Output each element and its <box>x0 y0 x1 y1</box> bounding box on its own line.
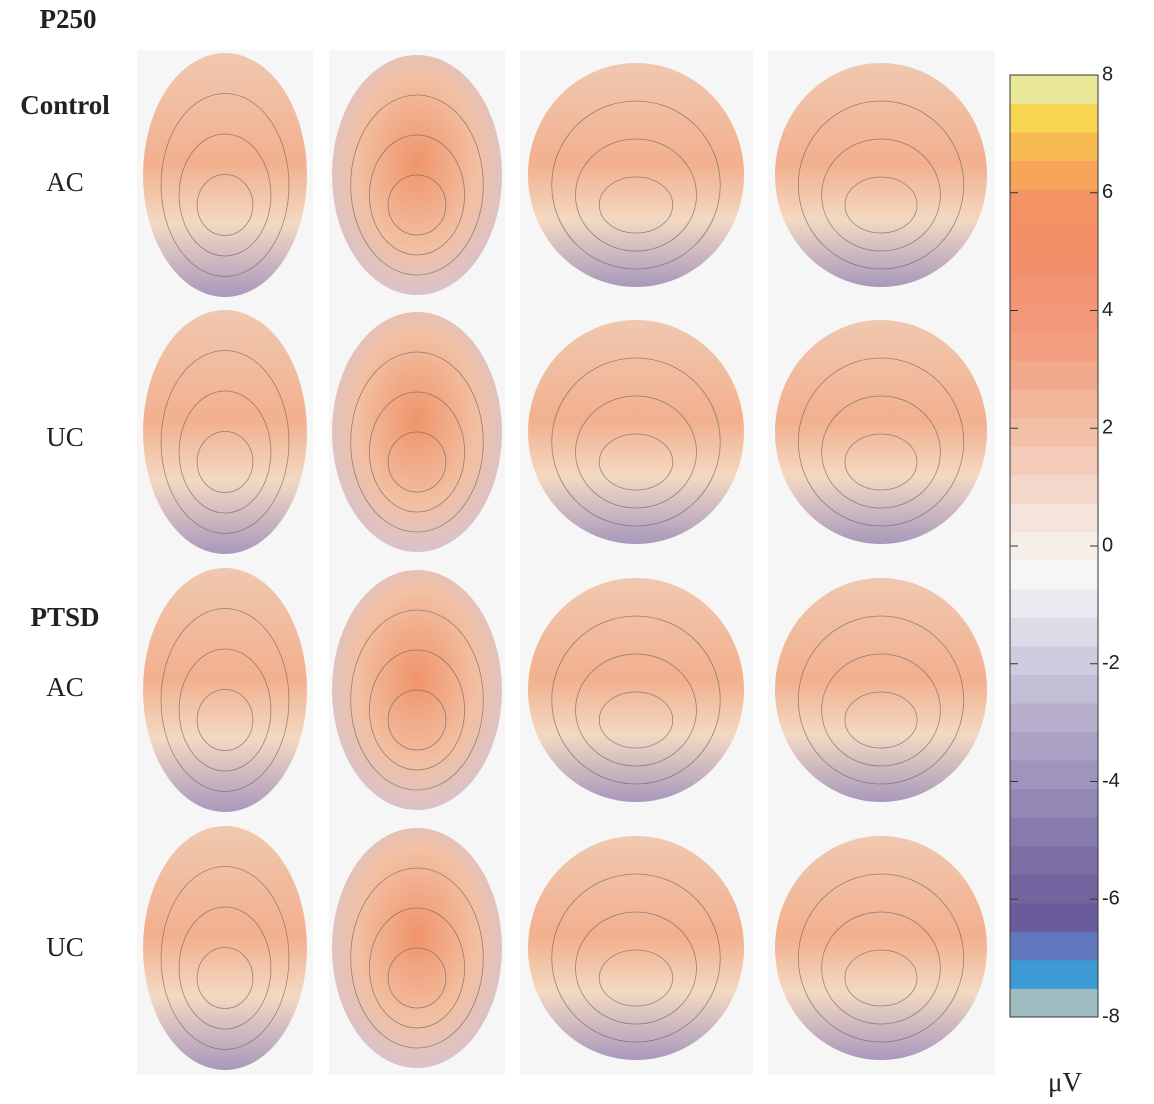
color-band <box>1010 75 1098 104</box>
color-band <box>1010 931 1098 960</box>
head-map <box>528 578 744 802</box>
condition-label: UC <box>46 932 84 962</box>
condition-label: AC <box>46 167 84 197</box>
tick-label: 4 <box>1102 299 1113 321</box>
color-band <box>1010 789 1098 818</box>
head-map <box>775 578 987 802</box>
color-band <box>1010 389 1098 418</box>
condition-label: AC <box>46 672 84 702</box>
color-band <box>1010 988 1098 1017</box>
color-band <box>1010 418 1098 447</box>
color-band <box>1010 874 1098 903</box>
color-band <box>1010 189 1098 218</box>
tick-label: -6 <box>1102 888 1120 910</box>
head-map <box>528 836 744 1060</box>
color-band <box>1010 817 1098 846</box>
color-band <box>1010 503 1098 532</box>
colorbar: 8 6 4 2 0 -2 -4 -6 -8 <box>1010 63 1120 1027</box>
head-map <box>143 53 307 297</box>
color-band <box>1010 303 1098 332</box>
head-map <box>143 826 307 1070</box>
tick-label: -8 <box>1102 1005 1120 1027</box>
head-map <box>143 568 307 812</box>
tick-label: 8 <box>1102 63 1113 85</box>
color-band <box>1010 703 1098 732</box>
tick-label: -2 <box>1102 652 1120 674</box>
color-band <box>1010 446 1098 475</box>
condition-label: UC <box>46 422 84 452</box>
figure: P250 Control AC UC PTSD AC UC μV 8 6 4 2 0 -2… <box>0 0 1154 1104</box>
color-band <box>1010 246 1098 275</box>
color-band <box>1010 760 1098 789</box>
head-map <box>775 836 987 1060</box>
color-band <box>1010 560 1098 589</box>
head-map <box>775 63 987 287</box>
color-band <box>1010 132 1098 161</box>
color-band <box>1010 475 1098 504</box>
color-band <box>1010 332 1098 361</box>
color-band <box>1010 646 1098 675</box>
color-band <box>1010 104 1098 133</box>
color-band <box>1010 674 1098 703</box>
tick-label: 6 <box>1102 181 1113 203</box>
head-map <box>775 320 987 544</box>
unit-label: μV <box>1048 1067 1082 1097</box>
group-label: PTSD <box>30 602 99 632</box>
head-map <box>143 310 307 554</box>
color-band <box>1010 732 1098 761</box>
tick-label: -4 <box>1102 770 1120 792</box>
figure-title: P250 <box>40 4 97 34</box>
head-map <box>528 320 744 544</box>
color-band <box>1010 360 1098 389</box>
color-band <box>1010 960 1098 989</box>
tick-label: 2 <box>1102 417 1113 439</box>
group-label: Control <box>20 90 110 120</box>
head-map <box>528 63 744 287</box>
color-band <box>1010 532 1098 561</box>
color-band <box>1010 846 1098 875</box>
color-band <box>1010 903 1098 932</box>
color-band <box>1010 589 1098 618</box>
color-band <box>1010 161 1098 190</box>
color-band <box>1010 275 1098 304</box>
color-band <box>1010 617 1098 646</box>
tick-label: 0 <box>1102 534 1113 556</box>
color-band <box>1010 218 1098 247</box>
